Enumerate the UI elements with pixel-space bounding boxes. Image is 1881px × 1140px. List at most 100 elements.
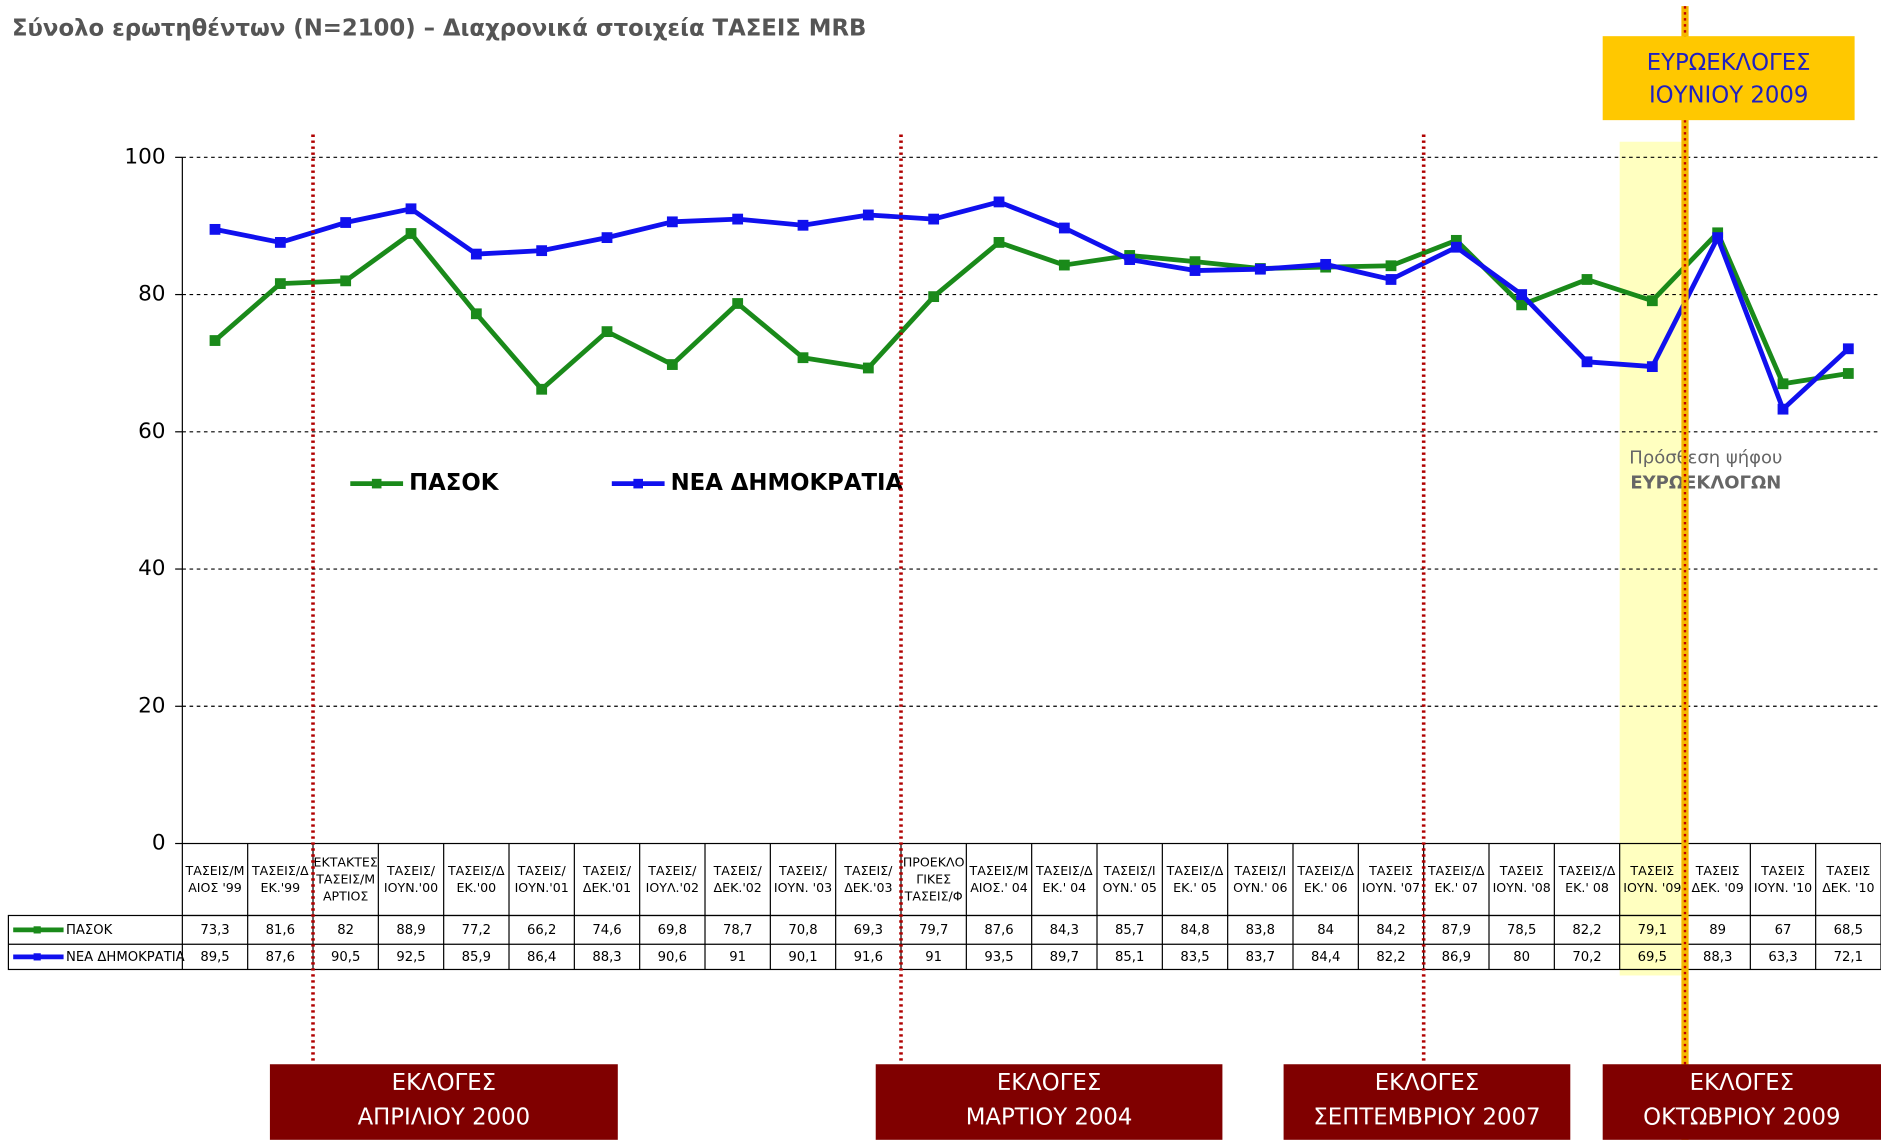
table-value: 78,7 [723, 923, 752, 938]
point-marker [340, 275, 352, 287]
point-marker [1254, 263, 1266, 275]
table-value: 80 [1513, 950, 1530, 965]
event-label: ΕΚΛΟΓΕΣ ΣΕΠΤΕΜΒΡΙΟΥ 2007 [1313, 1069, 1540, 1130]
table-value: 68,5 [1834, 923, 1863, 938]
table-value: 70,2 [1572, 950, 1601, 965]
highlight [1619, 141, 1686, 976]
point-marker [601, 326, 613, 338]
event-label: ΕΥΡΩΕΚΛΟΓΕΣ ΙΟΥΝΙΟΥ 2009 [1647, 50, 1811, 108]
x-tick-label: ΤΑΣΕΙΣ/ΔΕΚ.'01 [582, 863, 632, 895]
legend-swatch [371, 478, 382, 489]
note: Πρόσθεση ψήφου [1629, 447, 1782, 468]
y-tick-label: 0 [152, 831, 166, 856]
event-box [1602, 1064, 1881, 1140]
x-tick-label: ΤΑΣΕΙΣ/ΙΟΥΝ. '03 [774, 863, 832, 895]
table-value: 88,3 [592, 950, 621, 965]
note: ΕΥΡΩΕΚΛΟΓΩΝ [1630, 473, 1781, 494]
point-marker [1581, 274, 1593, 285]
table-value: 84,2 [1376, 923, 1405, 938]
table-value: 84,3 [1050, 923, 1079, 938]
point-marker [1189, 256, 1201, 268]
y-tick-label: 20 [138, 693, 165, 718]
point-marker [274, 278, 286, 289]
x-tick-label: ΤΑΣΕΙΣ/Δ ΕΚ.' 04 [1035, 863, 1093, 895]
point-marker [209, 223, 221, 235]
point-marker [1777, 378, 1789, 390]
event-box [1283, 1064, 1571, 1140]
table-value: 82,2 [1376, 950, 1405, 965]
point-marker [1516, 289, 1528, 300]
x-tick-label: ΤΑΣΕΙΣ/ΙΟΥΛ.'02 [646, 863, 699, 895]
event-label: ΕΚΛΟΓΕΣ ΟΚΤΩΒΡΙΟΥ 2009 [1643, 1069, 1840, 1130]
legend-swatch [633, 478, 643, 489]
table-value: 86,9 [1442, 950, 1471, 965]
table-value: 87,6 [984, 923, 1013, 938]
table-value: 89 [1709, 923, 1726, 938]
point-marker [536, 383, 548, 395]
point-marker [666, 359, 678, 370]
legend-label: ΠΑΣΟΚ [409, 470, 500, 496]
point-marker [1058, 222, 1070, 234]
point-marker [1842, 343, 1854, 355]
table-value: 88,3 [1703, 950, 1732, 965]
x-tick-label: ΤΑΣΕΙΣ/ΙΟΥΝ.'00 [384, 863, 438, 895]
point-marker [470, 248, 482, 260]
point-marker [1646, 361, 1658, 373]
point-marker [862, 362, 874, 374]
point-marker [405, 228, 417, 239]
x-tick-label: ΕΚΤΑΚΤΕΣ ΤΑΣΕΙΣ/Μ ΑΡΤΙΟΣ [314, 854, 378, 903]
table-value: 92,5 [396, 950, 425, 965]
x-tick-label: ΤΑΣΕΙΣ ΙΟΥΝ. '09 [1623, 863, 1681, 895]
x-tick-label: ΤΑΣΕΙΣ/ΙΟΥΝ.'01 [515, 863, 569, 895]
x-tick-label: ΠΡΟΕΚΛΟ ΓΙΚΕΣ ΤΑΣΕΙΣ/Φ [903, 854, 965, 903]
point-marker [601, 232, 613, 244]
table-value: 86,4 [527, 950, 556, 965]
table-value: 79,7 [919, 923, 948, 938]
x-tick-label: ΤΑΣΕΙΣ/Δ ΕΚ.'00 [447, 863, 505, 895]
table-value: 90,5 [331, 950, 360, 965]
x-tick-label: ΤΑΣΕΙΣ/Ι ΟΥΝ.' 05 [1102, 863, 1156, 895]
x-tick-label: ΤΑΣΕΙΣ/Ι ΟΥΝ.' 06 [1233, 863, 1287, 895]
y-tick-label: 100 [124, 144, 165, 169]
x-tick-label: ΤΑΣΕΙΣ/Δ ΕΚ.'99 [251, 863, 309, 895]
y-tick-label: 40 [138, 556, 165, 581]
x-tick-label: ΤΑΣΕΙΣ ΔΕΚ. '10 [1822, 863, 1874, 895]
point-marker [1058, 259, 1070, 271]
table-value: 82,2 [1572, 923, 1601, 938]
table-value: 77,2 [462, 923, 491, 938]
table-value: 66,2 [527, 923, 556, 938]
table-value: 69,8 [658, 923, 687, 938]
event-box [269, 1064, 618, 1140]
legend-label: ΝΕΑ ΔΗΜΟΚΡΑΤΙΑ [671, 470, 904, 496]
point-marker [993, 237, 1005, 248]
x-tick-label: ΤΑΣΕΙΣ/Μ ΑΙΟΣ.' 04 [969, 863, 1029, 895]
point-marker [666, 216, 678, 228]
table-value: 84,4 [1311, 950, 1340, 965]
table-value: 81,6 [266, 923, 295, 938]
y-tick-label: 60 [138, 419, 165, 444]
x-tick-label: ΤΑΣΕΙΣ ΙΟΥΝ. '08 [1493, 863, 1551, 895]
table-value: 74,6 [592, 923, 621, 938]
x-tick-label: ΤΑΣΕΙΣ/Δ ΕΚ.' 06 [1296, 863, 1354, 895]
point-marker [1385, 260, 1397, 272]
x-tick-label: ΤΑΣΕΙΣ ΙΟΥΝ. '07 [1362, 863, 1420, 895]
point-marker [1124, 254, 1136, 265]
point-marker [1385, 274, 1397, 285]
point-marker [274, 237, 286, 248]
x-tick-label: ΤΑΣΕΙΣ/Μ ΑΙΟΣ '99 [185, 863, 245, 895]
event-label: ΕΚΛΟΓΕΣ ΜΑΡΤΙΟΥ 2004 [966, 1069, 1133, 1130]
point-marker [993, 196, 1005, 208]
point-marker [1320, 258, 1332, 270]
series-line [213, 230, 1849, 392]
table-value: 73,3 [200, 923, 229, 938]
legend-swatch [33, 953, 41, 961]
legend-label: ΝΕΑ ΔΗΜΟΚΡΑΤΙΑ [66, 950, 185, 965]
x-tick-label: ΤΑΣΕΙΣ/Δ ΕΚ.' 07 [1427, 863, 1485, 895]
point-marker [1516, 299, 1528, 311]
point-marker [732, 213, 744, 225]
event-box [875, 1064, 1223, 1140]
point-marker [1581, 356, 1593, 368]
table-value: 70,8 [788, 923, 817, 938]
